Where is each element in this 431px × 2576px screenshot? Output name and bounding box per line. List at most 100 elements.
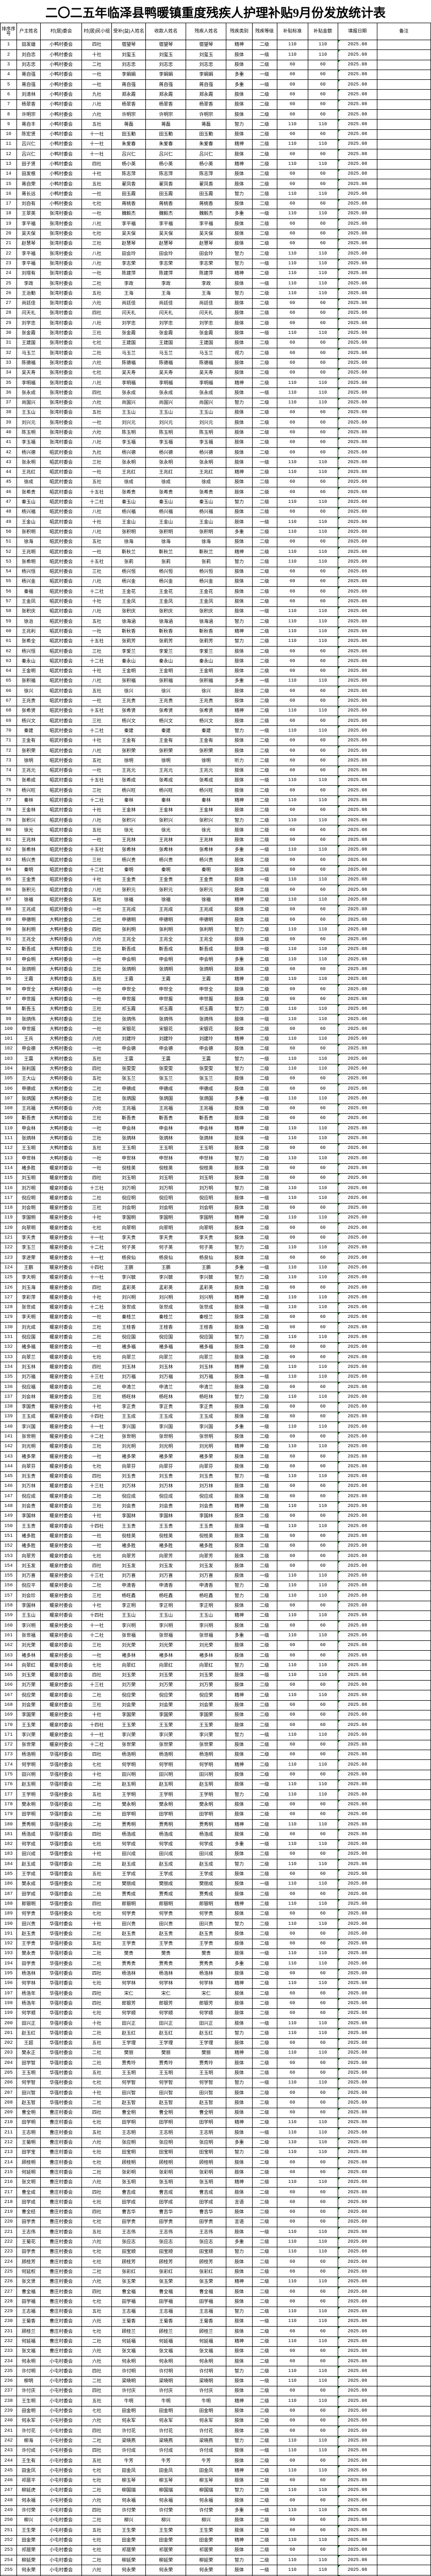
table-row[interactable]: 103 王震 大鸭村委会 五社 王震 王震 王震 智力 一级 110 110 2025.08 <box>0 1054 431 1064</box>
table-row[interactable]: 91 王兆全 大鸭村委会 六社 王兆全 王兆全 王兆全 肢体 二级 60 60 2025.08 <box>0 934 431 945</box>
table-row[interactable]: 181 杨浩成 华强村委会 四社 杨浩成 杨浩成 杨浩成 肢体 二级 60 60 2025.08 <box>0 1829 431 1840</box>
table-row[interactable]: 251 王生荣 小屯村委会 五社 王生荣 王生荣 王生荣 肢体 二级 60 60 2025.08 <box>0 2525 431 2536</box>
table-row[interactable]: 126 刘玉海 暖泉村委会 四社 孟彩英 孟彩英 孟彩英 肢体 二级 60 60 2025.08 <box>0 1282 431 1293</box>
table-row[interactable]: 194 田学贵 华强村委会 二社 贾秀贵 贾秀贵 贾秀贵 多重 二级 110 110 2025.08 <box>0 1958 431 1969</box>
table-row[interactable]: 144 向翠芬 暖泉村委会 七社 向翠芬 向翠芬 向翠芬 肢体 二级 60 60 2025.08 <box>0 1461 431 1472</box>
table-row[interactable]: 255 何永荣 小屯村委会 六社 何永荣 何永荣 何永荣 肢体 一级 110 110 2025.08 <box>0 2565 431 2575</box>
table-row[interactable]: 20 吴天保 张湾村委会 七社 吴天保 吴天保 吴天保 肢体 二级 60 60 2025.08 <box>0 228 431 239</box>
table-row[interactable]: 162 刘光荣 暖泉村委会 三社 刘光荣 刘光荣 刘光荣 肢体 二级 60 60 2025.08 <box>0 1640 431 1651</box>
table-row[interactable]: 158 李国林 暖泉村委会 十社 李正明 李正明 李正明 肢体 二级 60 60 2025.08 <box>0 1600 431 1611</box>
table-row[interactable]: 238 王生明 小屯村委会 五社 牛明 牛明 牛明 精神 二级 110 110 2025.08 <box>0 2396 431 2406</box>
table-row[interactable]: 256许付林小屯村委会四社许付林许付林许付林肢体二级60602025.08 <box>0 2574 431 2576</box>
table-row[interactable]: 3 刘志忠 小鸭村委会 二社 刘志忠 刘志忠 刘志忠 肢体 二级 60 60 2025.08 <box>0 59 431 70</box>
table-row[interactable]: 70 秦建 昭武村委会 十二社 秦建 秦建 秦建 智力 一级 110 110 2025.08 <box>0 725 431 736</box>
table-row[interactable]: 135 刘万福 暖泉村委会 十三社 刘万福 刘万福 刘万福 肢体 一级 110 110 2025.08 <box>0 1371 431 1383</box>
table-row[interactable]: 203 樊永正 华强村委会 二社 樊丽 樊丽 樊丽 精神 二级 110 110 2025.08 <box>0 2047 431 2059</box>
table-row[interactable]: 134 刘玉林 暖泉村委会 四社 刘玉林 刘玉林 刘玉林 精神 二级 110 110 2025.08 <box>0 1362 431 1372</box>
table-row[interactable]: 88 王兆成 昭武村委会 一社 王兆成 王兆成 王兆成 肢体 二级 60 60 2025.08 <box>0 904 431 916</box>
table-row[interactable]: 48 杨兴福 昭武村委会 八社 杨兴福 杨兴福 杨兴福 肢体 二级 60 60 2025.08 <box>0 506 431 518</box>
table-row[interactable]: 156 倪应平 暖泉村委会 二社 申清香 申清香 申清香 智力 二级 110 110 2025.08 <box>0 1581 431 1591</box>
table-row[interactable]: 182 何学成 华强村委会 七社 何学成 何学成 何学成 多重 一级 110 110 2025.08 <box>0 1839 431 1850</box>
table-row[interactable]: 14 田发根 小鸭村委会 十社 陈志萍 陈志萍 陈志萍 肢体 二级 60 60 2025.08 <box>0 168 431 180</box>
table-row[interactable]: 221 王志伟 曹庄村委会 五社 王志伟 王志伟 王志伟 肢体 一级 110 110 2025.08 <box>0 2227 431 2238</box>
table-row[interactable]: 151 褚多胜 暖泉村委会 一社 倪桂英 倪桂英 倪桂英 肢体 二级 60 60 2025.08 <box>0 1531 431 1541</box>
table-row[interactable]: 79 张积兴 昭武村委会 八社 张积兴 张积兴 张积兴 智力 二级 110 110 2025.08 <box>0 815 431 826</box>
table-row[interactable]: 180 贾秀明 华强村委会 二社 贾秀明 贾秀明 贾秀明 精神 二级 110 110 2025.08 <box>0 1819 431 1830</box>
table-row[interactable]: 232 何延福 曹庄村委会 二社 何延福 何延福 何延福 精神 二级 110 110 2025.08 <box>0 2336 431 2347</box>
table-row[interactable]: 160 李兴明 暖泉村委会 十一社 李兴明 李兴明 李兴明 肢体 二级 60 60 2025.08 <box>0 1620 431 1631</box>
table-row[interactable]: 237 许付庆 小屯村委会 四社 许付庆 许付庆 许付庆 肢体 二级 60 60 2025.08 <box>0 2386 431 2397</box>
table-row[interactable]: 196 何学林 华强村委会 七社 何学林 何学林 何学林 精神 二级 110 110 2025.08 <box>0 1978 431 1989</box>
table-row[interactable]: 141 张世明 暖泉村委会 十二社 张世明 张世明 张世明 肢体 二级 60 60 2025.08 <box>0 1431 431 1442</box>
table-row[interactable]: 149 李国林 暖泉村委会 十社 李国林 李国林 李国林 肢体 二级 60 60 2025.08 <box>0 1511 431 1522</box>
table-row[interactable]: 24 刘增有 张湾村委会 一社 陈建萍 陈建萍 陈建萍 精神 二级 110 110 2025.08 <box>0 268 431 279</box>
table-row[interactable]: 131 倪应国 暖泉村委会 二社 倪应国 倪应国 倪应国 智力 二级 110 110 2025.08 <box>0 1332 431 1343</box>
table-row[interactable]: 214 顾桂明 曹庄村委会 七社 顾桂明 顾桂明 顾桂明 肢体 二级 60 60 2025.08 <box>0 2157 431 2168</box>
table-row[interactable]: 187 田学成 华强村委会 二社 贾秀成 贾秀成 贾秀成 肢体 二级 60 60 2025.08 <box>0 1889 431 1900</box>
table-row[interactable]: 192 王学贵 华强村委会 五社 王学贵 王学贵 王学贵 肢体 二级 60 60 2025.08 <box>0 1938 431 1950</box>
table-row[interactable]: 174 何学明 华强村委会 七社 何学明 何学明 何学明 精神 二级 110 110 2025.08 <box>0 1759 431 1770</box>
table-row[interactable]: 120 向翠明 暖泉村委会 七社 向翠明 向翠明 向翠明 肢体 二级 60 60 2025.08 <box>0 1223 431 1233</box>
table-row[interactable]: 2 刘自忠 小鸭村委会 十社 刘玺玉 刘玺玉 刘玺玉 肢体 一级 110 110 2025.08 <box>0 49 431 60</box>
table-row[interactable]: 178 樊永明 华强村委会 二社 樊永明 樊永明 樊永明 肢体 二级 60 60 2025.08 <box>0 1799 431 1810</box>
table-row[interactable]: 202 王超 华强村委会 五社 王学理 王学理 王学理 肢体 二级 60 60 2025.08 <box>0 2038 431 2048</box>
table-row[interactable]: 85 王金贵 昭武村委会 十社 王金贵 王金贵 王金贵 肢体 一级 110 110 2025.08 <box>0 874 431 886</box>
table-row[interactable]: 21 赵慧琴 张湾村委会 三社 赵慧琴 赵慧琴 赵慧琴 肢体 二级 60 60 2025.08 <box>0 238 431 249</box>
table-row[interactable]: 241 许付花 小屯村委会 四社 许付花 许付花 许付花 肢体 二级 60 60 2025.08 <box>0 2426 431 2436</box>
table-row[interactable]: 164 向翠红 暖泉村委会 七社 向翠红 向翠红 向翠红 智力 二级 110 110 2025.08 <box>0 1660 431 1671</box>
table-row[interactable]: 22 李平福 张湾村委会 八社 田会玲 田会玲 田会玲 智力 二级 110 110 2025.08 <box>0 248 431 259</box>
table-row[interactable]: 96 申世全 大鸭村委会 一社 申世全 申世全 申世全 肢体 二级 60 60 2025.08 <box>0 984 431 995</box>
table-row[interactable]: 249 许付荣 小屯村委会 四社 许付荣 许付荣 许付荣 多重 一级 110 110 2025.08 <box>0 2505 431 2516</box>
table-row[interactable]: 236 柳明 小屯村委会 二社 梁晓明 梁晓明 梁晓明 肢体 一级 110 110 2025.08 <box>0 2376 431 2387</box>
table-row[interactable]: 225 何延权 曹庄村委会 二社 张彩红 张彩红 张彩红 肢体 二级 60 60 2025.08 <box>0 2266 431 2277</box>
table-row[interactable]: 247 柳延虎 小屯村委会 二社 柳国瑞 柳国瑞 柳国瑞 智力 二级 110 110 2025.08 <box>0 2485 431 2496</box>
table-row[interactable]: 175 田兴明 华强村委会 十社 田兴明 田兴明 田兴明 肢体 二级 60 60 2025.08 <box>0 1769 431 1780</box>
table-row[interactable]: 59 徐治 昭武村委会 五社 徐海涵 徐海涵 徐海涵 智力 二级 110 110 2025.08 <box>0 616 431 627</box>
table-row[interactable]: 119 李国明 暖泉村委会 十社 李国明 李国明 李国明 精神 二级 110 110 2025.08 <box>0 1213 431 1224</box>
table-row[interactable]: 197 杨浩年 华强村委会 四社 宋仁 宋仁 宋仁 肢体 二级 60 60 2025.08 <box>0 1988 431 1999</box>
table-row[interactable]: 219 曹全经 曹庄村委会 四社 曹吉华 曹吉华 曹吉华 肢体 二级 60 60 2025.08 <box>0 2207 431 2218</box>
table-row[interactable]: 13 田子贤 小鸭村委会 四社 杨小英 杨小英 杨小英 精神 二级 110 110 2025.08 <box>0 159 431 170</box>
table-row[interactable]: 244 王生有 小屯村委会 五社 牛芳 牛芳 牛芳 肢体 二级 60 60 2025.08 <box>0 2455 431 2466</box>
table-row[interactable]: 29 刘学忠 张湾村委会 八社 刘学忠 刘学忠 刘学忠 肢体 二级 60 60 2025.08 <box>0 318 431 329</box>
table-row[interactable]: 83 杨兴贵 昭武村委会 三社 杨兴贵 杨兴贵 杨兴贵 肢体 二级 60 60 2025.08 <box>0 855 431 866</box>
table-row[interactable]: 80 徐光 昭武村委会 五社 徐光 徐光 徐光 肢体 二级 60 60 2025.08 <box>0 825 431 836</box>
table-row[interactable]: 58 张积庆 昭武村委会 八社 张积庆 张积庆 张积庆 肢体 一级 110 110 2025.08 <box>0 606 431 617</box>
table-row[interactable]: 52 王兆明 昭武村委会 一社 靳秋兰 靳秋兰 靳秋兰 精神 二级 110 110 2025.08 <box>0 547 431 557</box>
table-row[interactable]: 198 杨浩年 华强村委会 四社 郎银芳 郎银芳 郎银芳 肢体 二级 60 60 2025.08 <box>0 1998 431 2009</box>
table-row[interactable]: 143 褚多荣 暖泉村委会 一社 褚多荣 褚多荣 褚多荣 肢体 二级 60 60 2025.08 <box>0 1451 431 1462</box>
table-row[interactable]: 33 陈德福 张湾村委会 六社 陈德福 陈德福 陈德福 肢体 二级 60 60 2025.08 <box>0 358 431 368</box>
table-row[interactable]: 19 李平福 张湾村委会 八社 李平福 李平福 李平福 肢体 二级 60 60 2025.08 <box>0 218 431 229</box>
table-row[interactable]: 82 张希林 昭武村委会 十五社 张希林 张希林 张希林 多重 一级 110 110 2025.08 <box>0 845 431 856</box>
table-row[interactable]: 163 褚多林 暖泉村委会 一社 褚多林 褚多林 褚多林 肢体 二级 60 60 2025.08 <box>0 1650 431 1661</box>
table-row[interactable]: 248 何永福 小屯村委会 六社 何永福 何永福 何永福 肢体 二级 60 60 2025.08 <box>0 2495 431 2506</box>
table-row[interactable]: 73 徐明 昭武村委会 五社 徐明 徐明 徐明 听力 二级 60 60 2025.08 <box>0 755 431 766</box>
table-row[interactable]: 16 蒋长远 小鸭村委会 一社 田玉霞 田玉霞 田玉霞 智力 二级 110 110 2025.08 <box>0 189 431 199</box>
table-row[interactable]: 106 申德成 大鸭村委会 二社 申德成 申德成 申德成 肢体 二级 60 60 2025.08 <box>0 1083 431 1094</box>
table-row[interactable]: 90 张利明 大鸭村委会 四社 张利明 张利明 张利明 智力 二级 110 110 2025.08 <box>0 924 431 935</box>
table-row[interactable]: 76 杨兴旺 昭武村委会 三社 杨兴旺 杨兴旺 杨兴旺 肢体 二级 60 60 2025.08 <box>0 785 431 796</box>
table-row[interactable]: 147 倪应成 暖泉村委会 二社 倪应成 倪应成 倪应成 肢体 二级 60 60 2025.08 <box>0 1491 431 1502</box>
table-row[interactable]: 108 王兆福 大鸭村委会 六社 王兆福 王兆福 王兆福 肢体 二级 60 60 2025.08 <box>0 1103 431 1114</box>
table-row[interactable]: 18 王翠英 张湾村委会 一社 魏毅杰 魏毅杰 魏毅杰 多重 一级 110 110 2025.08 <box>0 209 431 219</box>
table-row[interactable]: 75 张希成 昭武村委会 十五社 张希成 张希成 张希成 肢体 一级 110 110 2025.08 <box>0 775 431 786</box>
table-row[interactable]: 201 赵玉红 华强村委会 二社 赵玉红 赵玉红 赵玉红 智力 二级 110 110 2025.08 <box>0 2028 431 2039</box>
table-row[interactable]: 95 王霞 大鸭村委会 五社 王霞 王霞 王霞 精神 二级 110 110 2025.08 <box>0 974 431 985</box>
table-row[interactable]: 72 张积荣 昭武村委会 八社 张积荣 张积荣 张积荣 肢体 二级 60 60 2025.08 <box>0 745 431 756</box>
table-row[interactable]: 36 张永成 张湾村委会 四社 张永成 张永成 张永成 肢体 一级 110 110 2025.08 <box>0 387 431 398</box>
table-row[interactable]: 208 赵玉智 华强村委会 二社 赵玉智 赵玉智 赵玉智 肢体 二级 60 60 2025.08 <box>0 2097 431 2108</box>
table-row[interactable]: 86 张积元 昭武村委会 八社 张积元 张积元 张积元 肢体 二级 60 60 2025.08 <box>0 885 431 895</box>
table-row[interactable]: 98 靳吾玉 大鸭村委会 三社 祁玉霞 祁玉霞 祁玉霞 智力 二级 110 110 2025.08 <box>0 1004 431 1015</box>
table-row[interactable]: 146 刘万林 暖泉村委会 十三社 刘万林 刘万林 刘万林 肢体 二级 60 60 2025.08 <box>0 1481 431 1492</box>
table-row[interactable]: 122 李玉兰 暖泉村委会 十二社 何子英 何子英 何子英 智力 二级 110 110 2025.08 <box>0 1242 431 1253</box>
table-row[interactable]: 227 曹全福 曹庄村委会 四社 曹全福 曹全福 曹全福 肢体 二级 60 60 2025.08 <box>0 2286 431 2297</box>
table-row[interactable]: 116 刘万明 暖泉村委会 十三社 刘万明 刘万明 刘万明 智力 二级 110 110 2025.08 <box>0 1183 431 1194</box>
table-row[interactable]: 132 褚多福 暖泉村委会 一社 褚多福 褚多福 褚多福 肢体 二级 60 60 2025.08 <box>0 1342 431 1353</box>
table-row[interactable]: 204 田学智 华强村委会 二社 贾秀玲 贾秀玲 贾秀玲 肢体 二级 60 60 2025.08 <box>0 2058 431 2069</box>
table-row[interactable]: 137 刘会林 暖泉村委会 三社 杨旺林 杨旺林 杨旺林 智力 二级 110 110 2025.08 <box>0 1392 431 1402</box>
table-row[interactable]: 246 祁居平 小屯村委会 七社 柳玉琴 柳玉琴 柳玉琴 肢体 二级 60 60 2025.08 <box>0 2475 431 2486</box>
table-row[interactable]: 191 赵玉贵 华强村委会 二社 赵玉贵 赵玉贵 赵玉贵 肢体 二级 60 60 2025.08 <box>0 1928 431 1939</box>
table-row[interactable]: 47 秦玉山 昭武村委会 十二社 秦玉山 秦玉山 秦玉山 智力 二级 110 110 2025.08 <box>0 497 431 507</box>
table-row[interactable]: 206 何学智 华强村委会 七社 何学智 何学智 何学智 智力 一级 110 110 2025.08 <box>0 2077 431 2089</box>
table-row[interactable]: 68 张希贤 昭武村委会 十五社 张希贤 张希贤 张希贤 精神 二级 110 110 2025.08 <box>0 705 431 717</box>
